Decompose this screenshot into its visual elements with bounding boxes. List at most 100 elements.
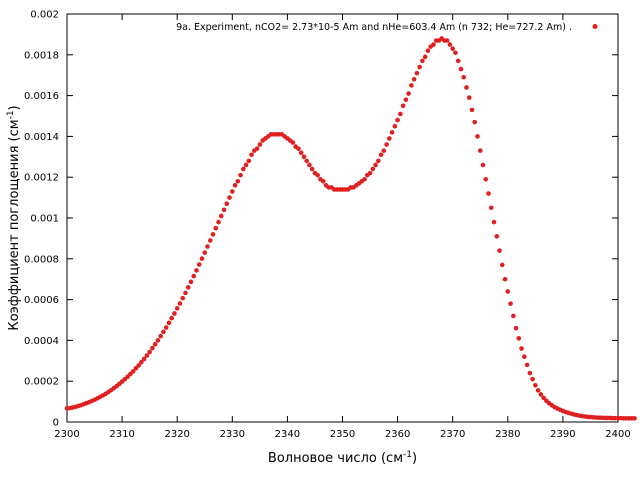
data-point	[472, 119, 478, 125]
data-point	[461, 74, 467, 80]
data-point	[384, 142, 389, 147]
x-axis-title-end: )	[412, 451, 417, 466]
data-point	[398, 111, 403, 117]
data-point	[522, 354, 527, 360]
x-tick-label: 2330	[220, 429, 245, 440]
data-point	[502, 276, 508, 282]
data-point	[133, 366, 139, 371]
data-point	[453, 50, 458, 56]
data-point	[373, 162, 378, 168]
data-point	[450, 46, 456, 51]
data-point	[533, 382, 538, 388]
data-point	[224, 201, 230, 207]
data-point	[464, 85, 469, 90]
data-point	[491, 219, 497, 225]
y-tick-label: 0.0018	[24, 50, 59, 61]
data-point	[447, 42, 453, 47]
data-point	[169, 315, 174, 321]
legend-label: 9a. Experiment, nCO2= 2.73*10-5 Am and n…	[176, 22, 572, 33]
data-point	[254, 146, 260, 151]
data-point	[513, 325, 519, 331]
data-point	[381, 148, 387, 153]
data-point	[497, 248, 502, 253]
data-point	[172, 311, 177, 316]
data-point	[185, 285, 191, 290]
data-point	[139, 359, 144, 365]
data-point	[535, 388, 541, 393]
data-point	[194, 268, 199, 273]
data-point	[475, 134, 480, 139]
data-point	[150, 345, 155, 351]
data-point	[477, 148, 483, 153]
x-axis-title: Волновое число (см-1)	[268, 450, 417, 466]
data-point	[367, 170, 373, 176]
data-point	[136, 363, 141, 368]
x-tick-label: 2380	[495, 429, 520, 440]
data-point	[166, 320, 172, 326]
data-point	[216, 219, 221, 225]
y-tick-label: 0.0014	[24, 132, 59, 143]
y-tick-label: 0.0006	[24, 295, 59, 306]
data-point	[400, 103, 406, 109]
data-point	[246, 158, 252, 164]
data-point	[196, 262, 202, 267]
data-point	[199, 256, 205, 261]
data-point	[207, 238, 213, 243]
y-axis-ticks: 0 0.0002 0.0004 0.0006 0.0008 0.001 0.0012 0.00…	[24, 10, 618, 429]
data-point	[155, 338, 161, 343]
data-point	[307, 162, 312, 168]
data-point	[238, 172, 243, 178]
data-point	[499, 262, 505, 268]
y-tick-label: 0.001	[30, 214, 59, 225]
data-point	[387, 136, 392, 141]
x-tick-label: 2390	[550, 429, 575, 440]
data-point	[301, 154, 307, 160]
data-point	[296, 146, 301, 151]
data-point	[232, 183, 238, 188]
data-point	[205, 244, 210, 249]
data-point	[218, 213, 224, 219]
data-point	[241, 166, 246, 172]
data-point	[420, 58, 425, 64]
data-point	[180, 295, 186, 301]
data-point	[417, 64, 422, 70]
data-point	[422, 54, 428, 60]
data-point	[511, 313, 516, 319]
data-point	[130, 369, 136, 374]
y-tick-label: 0	[53, 418, 59, 429]
data-points	[64, 36, 637, 421]
data-point	[227, 195, 232, 200]
data-point	[519, 346, 524, 351]
data-point	[183, 290, 188, 296]
y-tick-label: 0.0008	[24, 254, 59, 265]
data-point	[210, 232, 216, 237]
data-point	[458, 66, 464, 72]
data-point	[304, 158, 309, 164]
data-point	[230, 189, 235, 194]
x-tick-label: 2400	[605, 429, 630, 440]
data-point	[161, 329, 166, 335]
data-point	[538, 392, 544, 397]
data-point	[315, 172, 321, 178]
data-point	[486, 191, 491, 196]
y-axis-title-text: Коэффициент поглощения (см	[7, 119, 22, 330]
data-point	[144, 353, 150, 358]
data-point	[389, 130, 395, 135]
data-point	[320, 178, 326, 184]
data-point	[163, 325, 169, 330]
y-axis-title-sup: -1	[6, 110, 16, 119]
plot-frame	[66, 13, 619, 423]
data-point	[392, 123, 398, 129]
x-tick-label: 2360	[385, 429, 410, 440]
data-point	[370, 166, 376, 172]
data-point	[235, 178, 241, 184]
data-point	[309, 166, 315, 172]
data-point	[141, 356, 147, 362]
data-point	[298, 150, 304, 156]
x-axis-ticks: 2300 2310 2320 2330 2340 2350 2360 2370 2380 2390…	[54, 14, 631, 440]
data-point	[290, 140, 296, 145]
y-tick-label: 0.0002	[24, 377, 59, 388]
data-point	[414, 70, 420, 76]
y-tick-label: 0.002	[30, 10, 59, 21]
